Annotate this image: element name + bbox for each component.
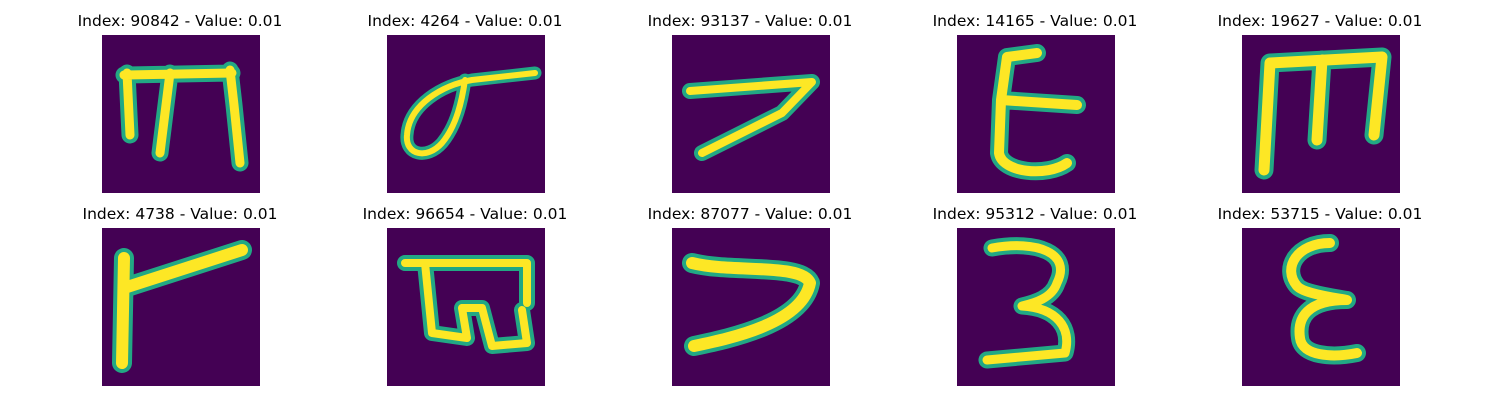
loop-glyph-icon [400,66,542,160]
flag-glyph-icon [112,240,252,373]
digit-image [957,228,1115,386]
cell-title: Index: 14165 - Value: 0.01 [932,12,1138,30]
m-letter-icon [1254,47,1392,180]
grid-cell: Index: 14165 - Value: 0.01 [905,12,1165,202]
grid-cell: Index: 93137 - Value: 0.01 [620,12,880,202]
epsilon-glyph-icon [990,44,1086,181]
seven-glyph-icon [682,253,820,356]
cell-title: Index: 96654 - Value: 0.01 [362,205,568,223]
three-glyph-icon [978,237,1076,369]
digit-image [102,35,260,193]
digit-image [1242,228,1400,386]
grid-cell: Index: 90842 - Value: 0.01 [50,12,310,202]
digit-image [672,228,830,386]
digit-image [672,35,830,193]
cell-title: Index: 90842 - Value: 0.01 [77,12,283,30]
cell-title: Index: 4738 - Value: 0.01 [82,205,278,223]
m-letter-icon [115,61,249,172]
grid-cell: Index: 53715 - Value: 0.01 [1190,205,1450,395]
grid-cell: Index: 87077 - Value: 0.01 [620,205,880,395]
cell-title: Index: 95312 - Value: 0.01 [932,205,1138,223]
digit-image [387,228,545,386]
box-loop-glyph-icon [397,255,535,354]
cell-title: Index: 87077 - Value: 0.01 [647,205,853,223]
cell-title: Index: 53715 - Value: 0.01 [1217,205,1423,223]
epsilon-glyph-icon [1282,234,1366,365]
digit-image [387,35,545,193]
digit-image [102,228,260,386]
cell-title: Index: 93137 - Value: 0.01 [647,12,853,30]
grid-cell: Index: 4264 - Value: 0.01 [335,12,595,202]
digit-image [957,35,1115,193]
digit-image [1242,35,1400,193]
grid-cell: Index: 96654 - Value: 0.01 [335,205,595,395]
seven-glyph-icon [682,74,820,161]
grid-cell: Index: 95312 - Value: 0.01 [905,205,1165,395]
cell-title: Index: 4264 - Value: 0.01 [367,12,563,30]
grid-cell: Index: 4738 - Value: 0.01 [50,205,310,395]
cell-title: Index: 19627 - Value: 0.01 [1217,12,1423,30]
grid-cell: Index: 19627 - Value: 0.01 [1190,12,1450,202]
